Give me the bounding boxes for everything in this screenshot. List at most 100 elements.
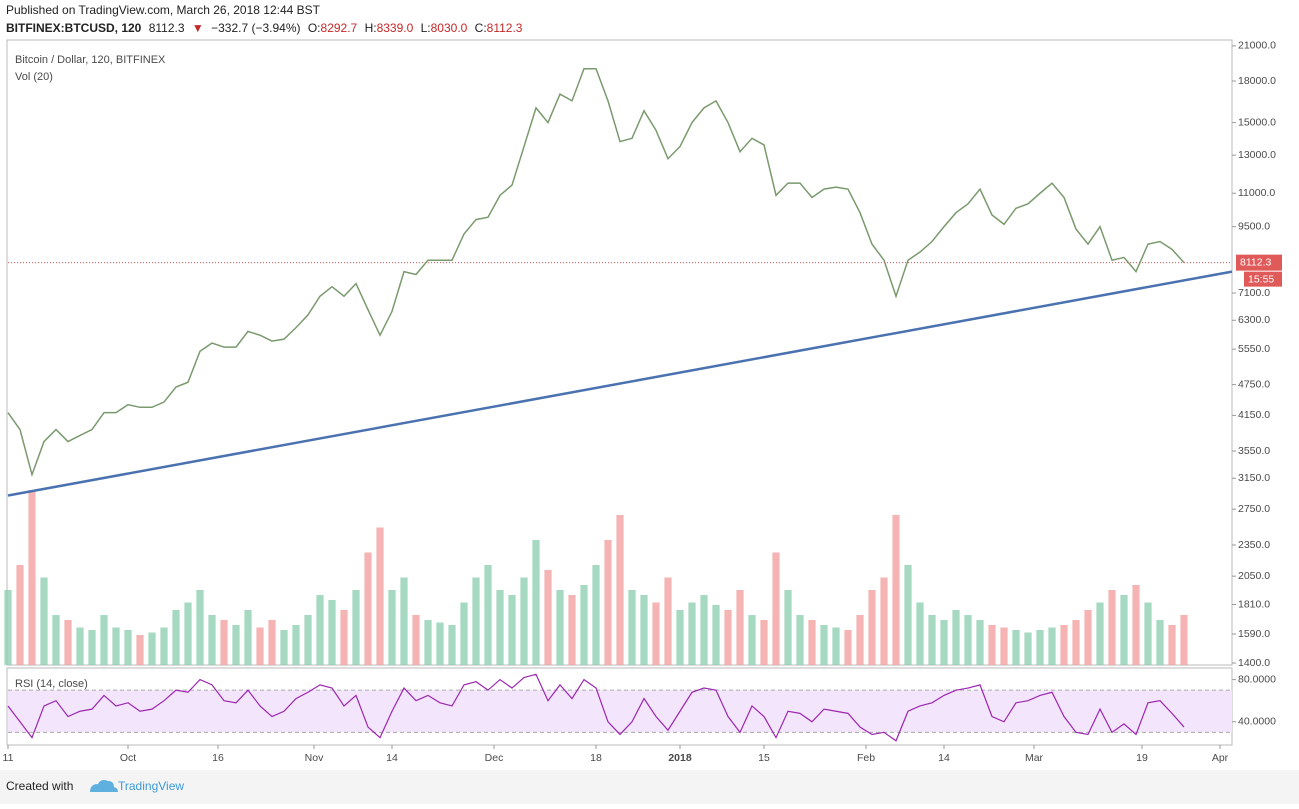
x-tick-label: Dec <box>485 752 504 764</box>
volume-bar <box>508 595 516 665</box>
y-tick-label: 2350.0 <box>1238 539 1270 551</box>
volume-bar <box>112 627 120 665</box>
volume-bar <box>616 515 624 665</box>
y-tick-label: 7100.0 <box>1238 287 1270 299</box>
volume-bar <box>856 615 864 665</box>
c-label: C: <box>475 21 487 35</box>
volume-bar <box>1132 585 1140 665</box>
y-tick-label: 3550.0 <box>1238 445 1270 457</box>
y-tick-label: 3150.0 <box>1238 472 1270 484</box>
volume-bar <box>340 610 348 665</box>
volume-bar <box>436 622 444 665</box>
volume-bar <box>784 590 792 665</box>
volume-bar <box>1096 602 1104 665</box>
volume-bar <box>292 625 300 665</box>
x-tick-label: Apr <box>1212 752 1229 764</box>
volume-bar <box>748 615 756 665</box>
volume-bar <box>832 627 840 665</box>
volume-bar <box>448 625 456 665</box>
symbol-line: BITFINEX:BTCUSD, 120 8112.3 ▼ −332.7 (−3… <box>6 21 523 35</box>
l-value: 8030.0 <box>431 21 468 35</box>
volume-bar <box>988 625 996 665</box>
volume-bar <box>1072 620 1080 665</box>
volume-bar <box>76 627 84 665</box>
volume-bar <box>412 615 420 665</box>
volume-bar <box>964 615 972 665</box>
volume-bar <box>820 625 828 665</box>
volume-bar <box>520 577 528 665</box>
volume-bar <box>184 602 192 665</box>
volume-bar <box>388 590 396 665</box>
rsi-tick-label: 80.0000 <box>1238 673 1276 685</box>
x-tick-label: 11 <box>3 752 14 764</box>
y-tick-label: 13000.0 <box>1238 149 1276 161</box>
volume-bar <box>364 552 372 665</box>
rsi-line <box>7 673 1185 742</box>
volume-bar <box>724 610 732 665</box>
x-tick-label: 14 <box>938 752 950 764</box>
y-tick-label: 2750.0 <box>1238 503 1270 515</box>
volume-bar <box>1060 625 1068 665</box>
volume-bar <box>4 590 12 665</box>
trendline <box>7 270 1233 497</box>
y-tick-label: 11000.0 <box>1238 187 1275 199</box>
volume-bar <box>544 570 552 665</box>
volume-bar <box>688 602 696 665</box>
volume-bar <box>1048 627 1056 665</box>
x-tick-label: 2018 <box>668 752 692 764</box>
x-tick-label: 18 <box>590 752 602 764</box>
volume-bar <box>40 577 48 665</box>
volume-bar <box>352 590 360 665</box>
volume-bar <box>532 540 540 665</box>
volume-bar <box>460 602 468 665</box>
volume-bar <box>244 610 252 665</box>
volume-bar <box>712 605 720 665</box>
h-label: H: <box>365 21 377 35</box>
rsi-label: RSI (14, close) <box>15 678 88 690</box>
volume-bar <box>796 615 804 665</box>
volume-bar <box>1120 595 1128 665</box>
volume-bar <box>652 602 660 665</box>
volume-bar <box>568 595 576 665</box>
c-value: 8112.3 <box>487 21 523 35</box>
volume-bar <box>868 590 876 665</box>
volume-bar <box>760 620 768 665</box>
volume-bar <box>88 630 96 665</box>
y-tick-label: 4750.0 <box>1238 378 1270 390</box>
volume-bar <box>136 635 144 665</box>
volume-bar <box>496 590 504 665</box>
volume-bar <box>844 630 852 665</box>
volume-bar <box>904 565 912 665</box>
volume-label: Vol (20) <box>15 71 53 83</box>
volume-bar <box>880 577 888 665</box>
volume-bar <box>484 565 492 665</box>
y-tick-label: 6300.0 <box>1238 314 1270 326</box>
volume-bar <box>172 610 180 665</box>
volume-bar <box>256 627 264 665</box>
volume-bar <box>376 527 384 665</box>
x-tick-label: 19 <box>1136 752 1148 764</box>
y-tick-label: 4150.0 <box>1238 409 1270 421</box>
y-tick-label: 15000.0 <box>1238 116 1276 128</box>
x-tick-label: Nov <box>305 752 324 764</box>
volume-bar <box>232 625 240 665</box>
volume-bar <box>64 620 72 665</box>
logo <box>90 780 118 792</box>
rsi-band <box>8 690 1232 733</box>
symbol: BITFINEX:BTCUSD, 120 <box>6 21 142 35</box>
footer-brand[interactable]: TradingView <box>118 779 184 793</box>
last: 8112.3 <box>149 21 185 35</box>
countdown-box <box>1244 271 1282 287</box>
volume-bar <box>952 610 960 665</box>
volume-bar <box>700 595 708 665</box>
volume-bar <box>556 590 564 665</box>
price-line <box>7 67 1185 478</box>
x-tick-label: Mar <box>1025 752 1044 764</box>
volume-bar <box>124 630 132 665</box>
y-tick-label: 1590.0 <box>1238 628 1270 640</box>
volume-bar <box>424 620 432 665</box>
volume-bar <box>208 615 216 665</box>
volume-bar <box>736 590 744 665</box>
